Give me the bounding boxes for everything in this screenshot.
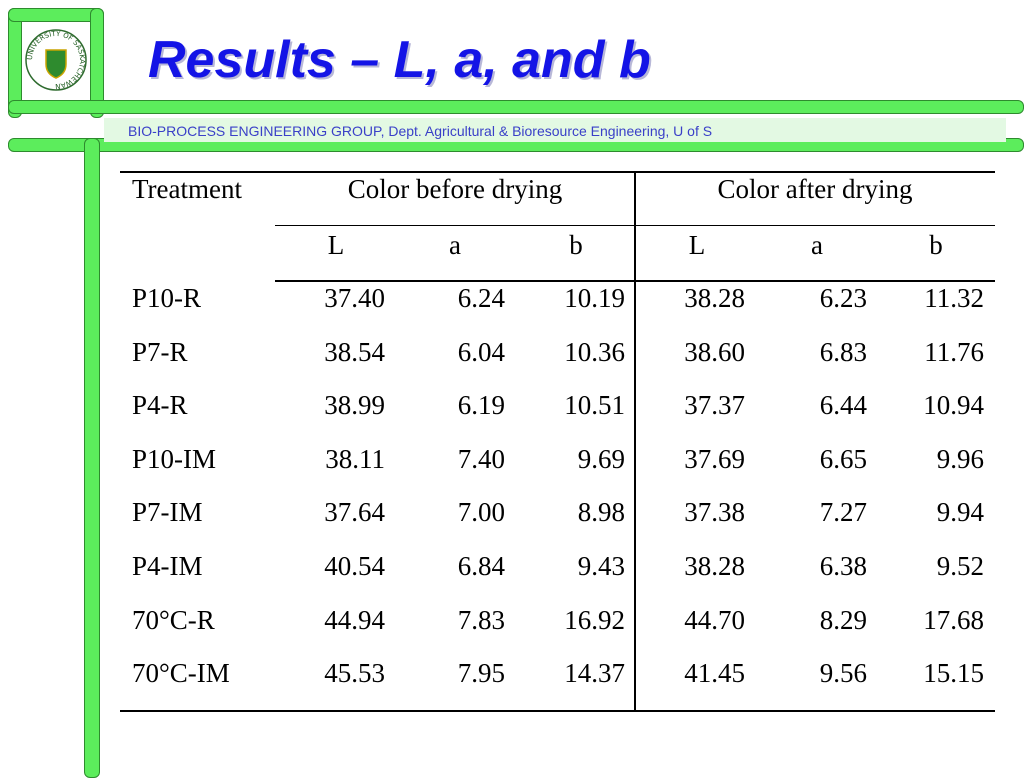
cell: 7.40 xyxy=(457,443,505,474)
row-label: P10-IM xyxy=(132,443,217,474)
subtitle-band xyxy=(104,118,1006,142)
logo: UNIVERSITY OF SASKATCHEWAN xyxy=(25,29,87,91)
cell: 10.19 xyxy=(564,283,625,313)
cell: 38.60 xyxy=(684,336,745,367)
cell: 9.43 xyxy=(577,551,625,581)
cell: 11.76 xyxy=(924,336,984,367)
cell: 9.56 xyxy=(819,658,867,689)
cell: 17.68 xyxy=(923,604,984,635)
cell: 41.45 xyxy=(684,658,745,689)
cell: 37.37 xyxy=(684,390,745,421)
cell: 6.19 xyxy=(457,390,505,421)
frame-bar xyxy=(90,8,104,118)
cell: 10.94 xyxy=(923,390,984,421)
cell: 15.15 xyxy=(923,658,984,689)
title: Results – L, a, and b xyxy=(148,31,651,89)
cell: 37.40 xyxy=(324,283,385,313)
cell: 7.95 xyxy=(457,658,505,689)
cell: 40.54 xyxy=(324,551,385,581)
cell: 37.38 xyxy=(684,497,745,528)
cell: 38.99 xyxy=(324,390,385,421)
cell: 6.84 xyxy=(457,551,505,581)
cell: 7.83 xyxy=(457,604,505,635)
subheader: L xyxy=(327,230,345,260)
cell: 38.28 xyxy=(684,551,745,581)
cell: 37.69 xyxy=(684,443,745,474)
logo-shield xyxy=(45,49,67,79)
subtitle: BIO-PROCESS ENGINEERING GROUP, Dept. Agr… xyxy=(128,123,713,139)
cell: 9.52 xyxy=(936,551,984,581)
cell: 38.11 xyxy=(325,443,385,474)
cell: 14.37 xyxy=(564,658,625,689)
cell: 9.69 xyxy=(577,443,625,474)
cell: 44.70 xyxy=(684,604,745,635)
cell: 7.27 xyxy=(819,497,867,528)
row-label: P4-IM xyxy=(132,551,203,581)
cell: 6.83 xyxy=(819,336,867,367)
cell: 16.92 xyxy=(564,604,625,635)
row-label: 70°C-R xyxy=(132,604,215,635)
row-label: P7-IM xyxy=(132,497,203,528)
cell: 6.04 xyxy=(457,336,505,367)
row-label: 70°C-IM xyxy=(132,658,230,689)
cell: 8.29 xyxy=(819,604,867,635)
column-header: Color after drying xyxy=(717,174,913,204)
cell: 38.54 xyxy=(324,336,385,367)
cell: 6.65 xyxy=(819,443,867,474)
column-header: Treatment xyxy=(132,174,242,204)
subheader: b xyxy=(929,230,943,260)
cell: 11.32 xyxy=(924,283,984,313)
cell: 9.96 xyxy=(936,443,984,474)
cell: 37.64 xyxy=(324,497,385,528)
frame-bar xyxy=(84,138,100,778)
cell: 38.28 xyxy=(684,283,745,313)
table-rule xyxy=(120,171,995,173)
subheader: L xyxy=(688,230,706,260)
cell: 9.94 xyxy=(936,497,984,528)
cell: 10.51 xyxy=(564,390,625,421)
cell: 6.23 xyxy=(819,283,867,313)
subheader: a xyxy=(449,230,461,260)
subheader: b xyxy=(569,230,583,260)
cell: 44.94 xyxy=(324,604,385,635)
cell: 6.24 xyxy=(457,283,505,313)
table-rule xyxy=(120,710,995,712)
row-label: P10-R xyxy=(132,283,202,313)
cell: 6.38 xyxy=(819,551,867,581)
cell: 8.98 xyxy=(577,497,625,528)
subheader: a xyxy=(811,230,823,260)
cell: 10.36 xyxy=(564,336,625,367)
cell: 45.53 xyxy=(324,658,385,689)
column-header: Color before drying xyxy=(347,174,563,204)
cell: 7.00 xyxy=(457,497,505,528)
cell: 6.44 xyxy=(819,390,867,421)
table-rule xyxy=(634,171,636,711)
row-label: P4-R xyxy=(132,390,188,421)
row-label: P7-R xyxy=(132,336,188,367)
frame-bar xyxy=(8,100,1024,114)
